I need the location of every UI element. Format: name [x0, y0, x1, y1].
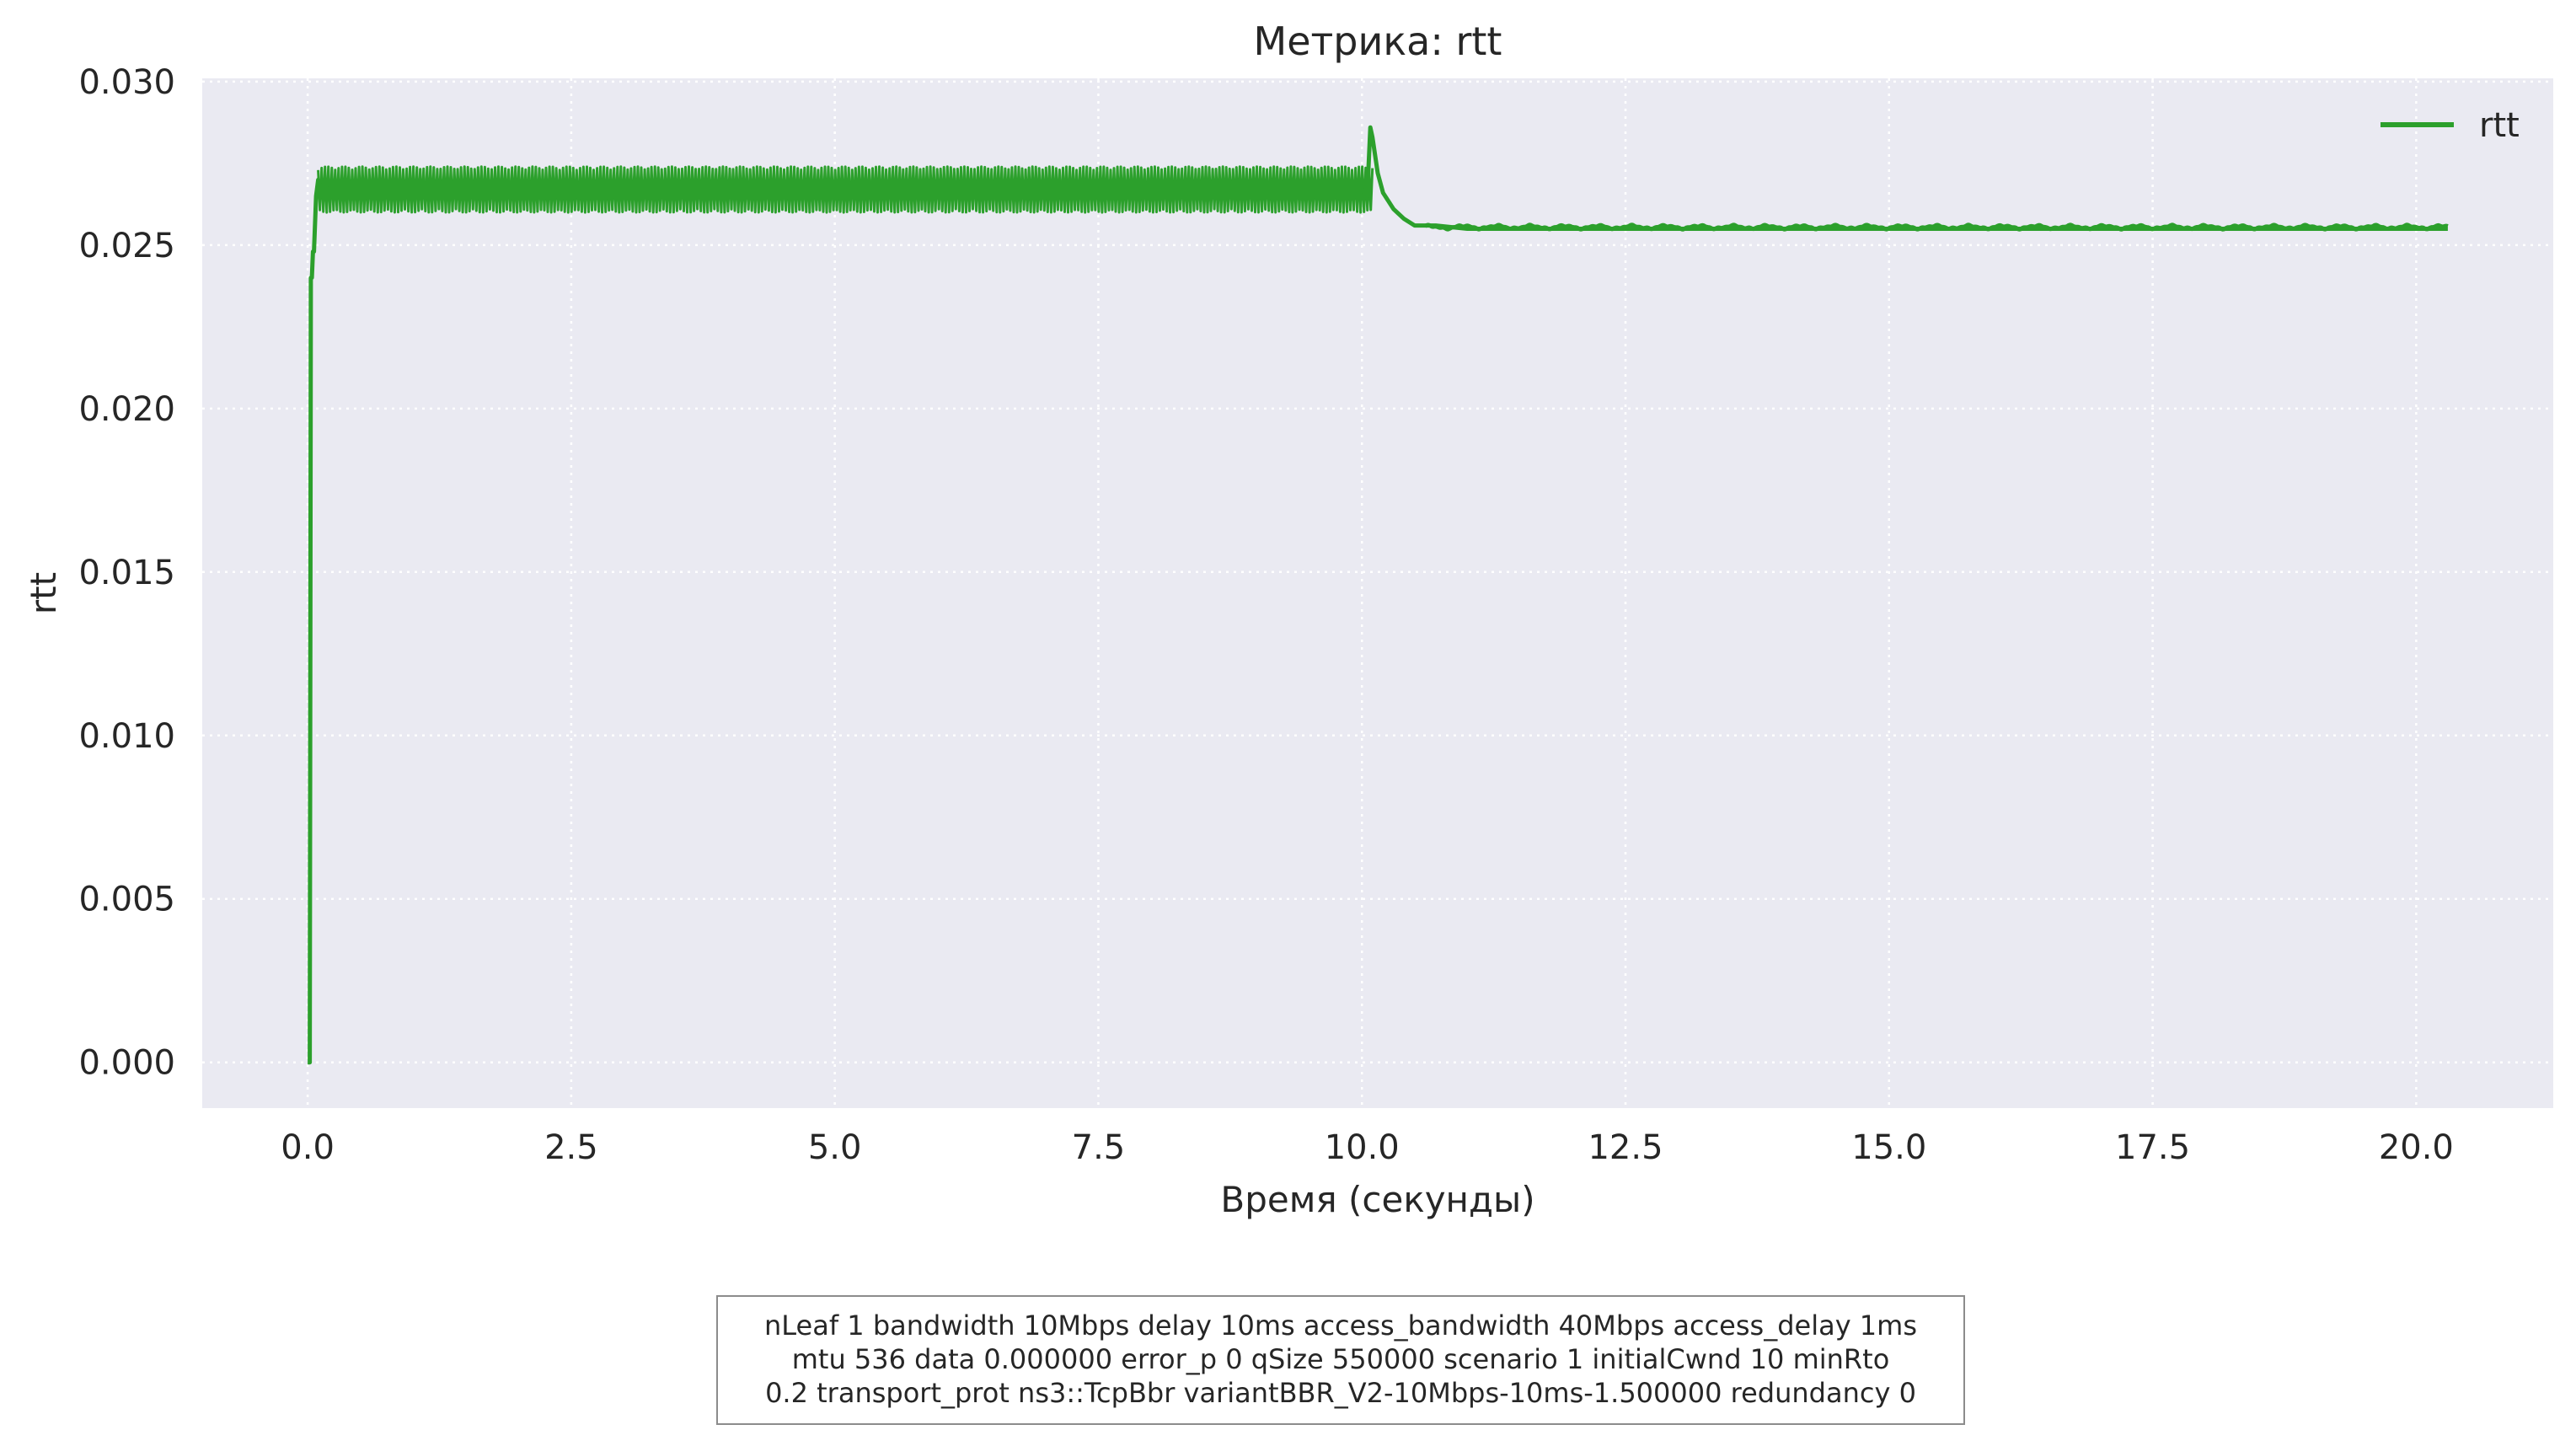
y-tick-label: 0.000 [78, 1044, 175, 1083]
y-tick-label: 0.030 [78, 63, 175, 102]
y-tick-label: 0.020 [78, 390, 175, 429]
plot-area [202, 78, 2553, 1108]
legend-label-rtt: rtt [2479, 106, 2520, 145]
parameters-info-box: nLeaf 1 bandwidth 10Mbps delay 10ms acce… [716, 1295, 1965, 1425]
axis-tick-labels: 0.0 2.5 5.0 7.5 10.0 12.5 15.0 17.5 20.0 0.000 0.0… [78, 63, 2453, 1167]
x-tick-label: 7.5 [1072, 1128, 1126, 1167]
grid-lines [202, 78, 2553, 1108]
x-tick-label: 0.0 [281, 1128, 335, 1167]
series-layer [308, 125, 2449, 1065]
x-tick-label: 5.0 [808, 1128, 862, 1167]
x-tick-label: 10.0 [1325, 1128, 1400, 1167]
series-rtt-line [308, 125, 2448, 1065]
x-tick-label: 17.5 [2115, 1128, 2190, 1167]
y-tick-label: 0.005 [78, 881, 175, 919]
chart-title: Метрика: rtt [1254, 19, 1502, 64]
y-axis-title: rtt [23, 572, 64, 614]
x-tick-label: 12.5 [1588, 1128, 1663, 1167]
y-tick-label: 0.010 [78, 717, 175, 756]
x-tick-label: 20.0 [2379, 1128, 2454, 1167]
y-tick-label: 0.015 [78, 554, 175, 592]
x-tick-label: 15.0 [1851, 1128, 1926, 1167]
x-axis-title: Время (секунды) [1220, 1179, 1534, 1220]
y-tick-label: 0.025 [78, 227, 175, 265]
legend: rtt [2381, 106, 2520, 145]
series-rtt-oscillation [317, 165, 1374, 214]
x-tick-label: 2.5 [544, 1128, 598, 1167]
